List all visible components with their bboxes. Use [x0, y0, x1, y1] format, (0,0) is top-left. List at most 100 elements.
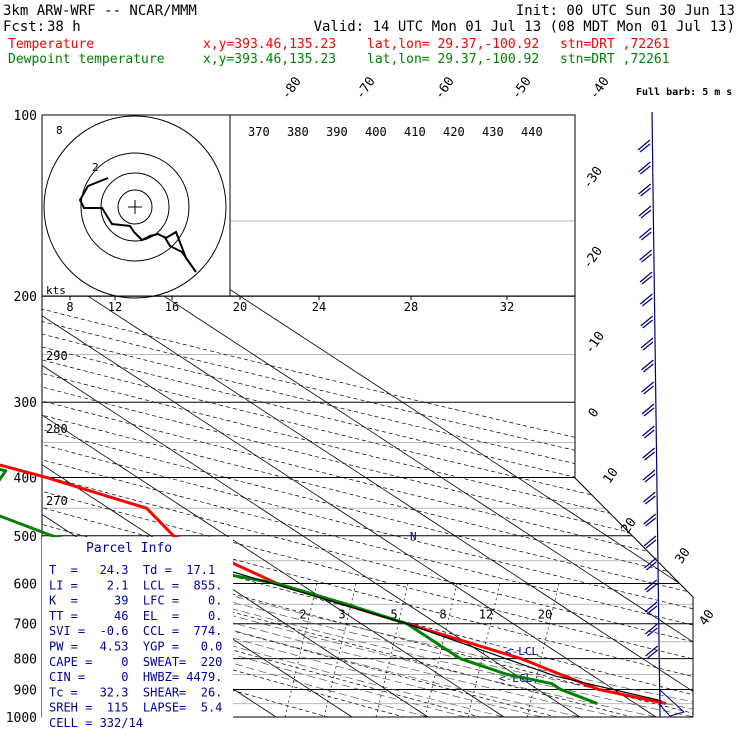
pressure-label: 500 — [14, 530, 37, 545]
wind-barb — [644, 451, 656, 461]
mixing-ratio-label: 8 — [439, 608, 446, 622]
pressure-label: 600 — [14, 577, 37, 592]
theta-label: 400 — [365, 125, 387, 139]
pressure-label: 100 — [14, 109, 37, 124]
dry-adiabat-line — [42, 115, 693, 717]
pressure-label: 300 — [14, 396, 37, 411]
wind-barb — [643, 557, 657, 569]
temperature-stn: stn=DRT ,72261 — [560, 37, 670, 52]
mixing-ratio-label: 12 — [479, 608, 493, 622]
isotherm-right-label: 20 — [618, 515, 639, 536]
isotherm-right-label: 0 — [586, 405, 603, 420]
wind-barb — [643, 429, 655, 439]
fcst-value: 38 h — [47, 19, 81, 35]
theta-label: 390 — [326, 125, 348, 139]
theta-left-label: 280 — [46, 422, 68, 436]
parcel-info-row: SREH = 115 LAPSE= 5.4 — [49, 701, 222, 715]
init-time: Init: 00 UTC Sun 30 Jun 13 — [516, 3, 735, 19]
isotherm-line — [42, 115, 693, 717]
parcel-info-row: LI = 2.1 LCL = 855. — [49, 578, 222, 592]
wind-barb — [639, 143, 651, 153]
hodograph-ring-label: 2 — [92, 161, 99, 174]
fcst-label: Fcst: — [3, 19, 45, 35]
profile-annotation: N — [410, 530, 417, 543]
mixing-ratio-label: 3 — [338, 608, 345, 622]
theta-label: 420 — [443, 125, 465, 139]
hodograph-tick-label: 12 — [108, 300, 122, 314]
mixing-ratio-line — [284, 583, 318, 717]
dry-adiabat-line — [42, 115, 606, 717]
wind-barb — [640, 231, 652, 241]
wind-barb — [642, 491, 656, 503]
pressure-label: 900 — [14, 683, 37, 698]
hodograph-tick-label: 20 — [233, 300, 247, 314]
dewpoint-latlon: lat,lon= 29.37,-100.92 — [367, 52, 539, 67]
isotherm-right-label: 10 — [600, 465, 621, 486]
wind-barb — [638, 183, 652, 195]
wind-barb — [642, 319, 654, 329]
wind-barb — [641, 275, 653, 285]
isotherm-top-label: -40 — [587, 74, 613, 102]
pressure-label: 400 — [14, 471, 37, 486]
wind-barb — [643, 385, 655, 395]
pressure-label: 200 — [14, 290, 37, 305]
parcel-info-box: Parcel Info T = 24.3 Td = 17.1LI = 2.1 L… — [42, 537, 233, 730]
wind-barb — [645, 517, 657, 527]
hodograph-box — [41, 114, 231, 297]
wind-barb — [643, 407, 655, 417]
wind-barb — [641, 297, 653, 307]
theta-label: 430 — [482, 125, 504, 139]
isotherm-top-label: -60 — [432, 74, 458, 102]
isotherm-line — [42, 115, 693, 717]
theta-label: 410 — [404, 125, 426, 139]
wind-barb — [639, 293, 653, 305]
wind-barb — [646, 605, 658, 615]
moist-adiabat-line — [42, 295, 693, 717]
hodograph-tick-label: 32 — [500, 300, 514, 314]
theta-label: 380 — [287, 125, 309, 139]
mixing-ratio-label: 2 — [299, 608, 306, 622]
wind-barb — [637, 139, 651, 151]
theta-left-label: 270 — [46, 494, 68, 508]
wind-barb-legend: Full barb: 5 m s — [636, 87, 732, 98]
parcel-info-row: SVI = -0.6 CCL = 774. — [49, 624, 222, 638]
hodograph-tick-label: 28 — [404, 300, 418, 314]
wind-barb — [640, 187, 652, 197]
isotherm-top-label: -80 — [279, 74, 305, 102]
temperature-profile — [0, 463, 667, 706]
wind-barb — [643, 535, 657, 547]
parcel-info-row: T = 24.3 Td = 17.1 — [49, 563, 215, 577]
pressure-label: 700 — [14, 618, 37, 633]
dry-adiabat-line — [42, 115, 693, 717]
isotherm-line — [42, 115, 693, 717]
wind-barb — [641, 253, 653, 263]
wind-barb — [640, 337, 654, 349]
hodograph-ring — [43, 115, 227, 299]
parcel-info-row: CIN = 0 HWBZ= 4479. — [49, 670, 222, 684]
hodograph-ring — [117, 189, 153, 225]
hodograph-trace — [78, 177, 197, 273]
hodograph-units: kts — [46, 284, 66, 297]
wind-barb — [645, 539, 657, 549]
isotherm-right-label: 40 — [696, 607, 717, 628]
wind-barb — [644, 473, 656, 483]
mixing-ratio-label: 5 — [390, 608, 397, 622]
moist-adiabat-line — [42, 295, 693, 717]
theta-label: 370 — [248, 125, 270, 139]
wind-barb — [641, 403, 655, 415]
wind-barbs — [637, 111, 685, 718]
wind-barb — [639, 165, 651, 175]
dewpoint-xy: x,y=393.46,135.23 — [203, 52, 336, 67]
moist-adiabat-line — [42, 295, 467, 717]
wind-barb — [639, 271, 653, 283]
mixing-ratio-line — [375, 583, 409, 717]
wind-barb — [646, 583, 658, 593]
parcel-info-row: TT = 46 EL = 0. — [49, 609, 222, 623]
isotherm-right-label: -10 — [582, 329, 608, 357]
wind-barb-surface — [659, 688, 685, 717]
wind-barb — [644, 601, 658, 613]
mixing-ratio-line — [424, 583, 458, 717]
mixing-ratio-label: 20 — [538, 608, 552, 622]
parcel-info-row: CELL = 332/14 — [49, 716, 143, 730]
